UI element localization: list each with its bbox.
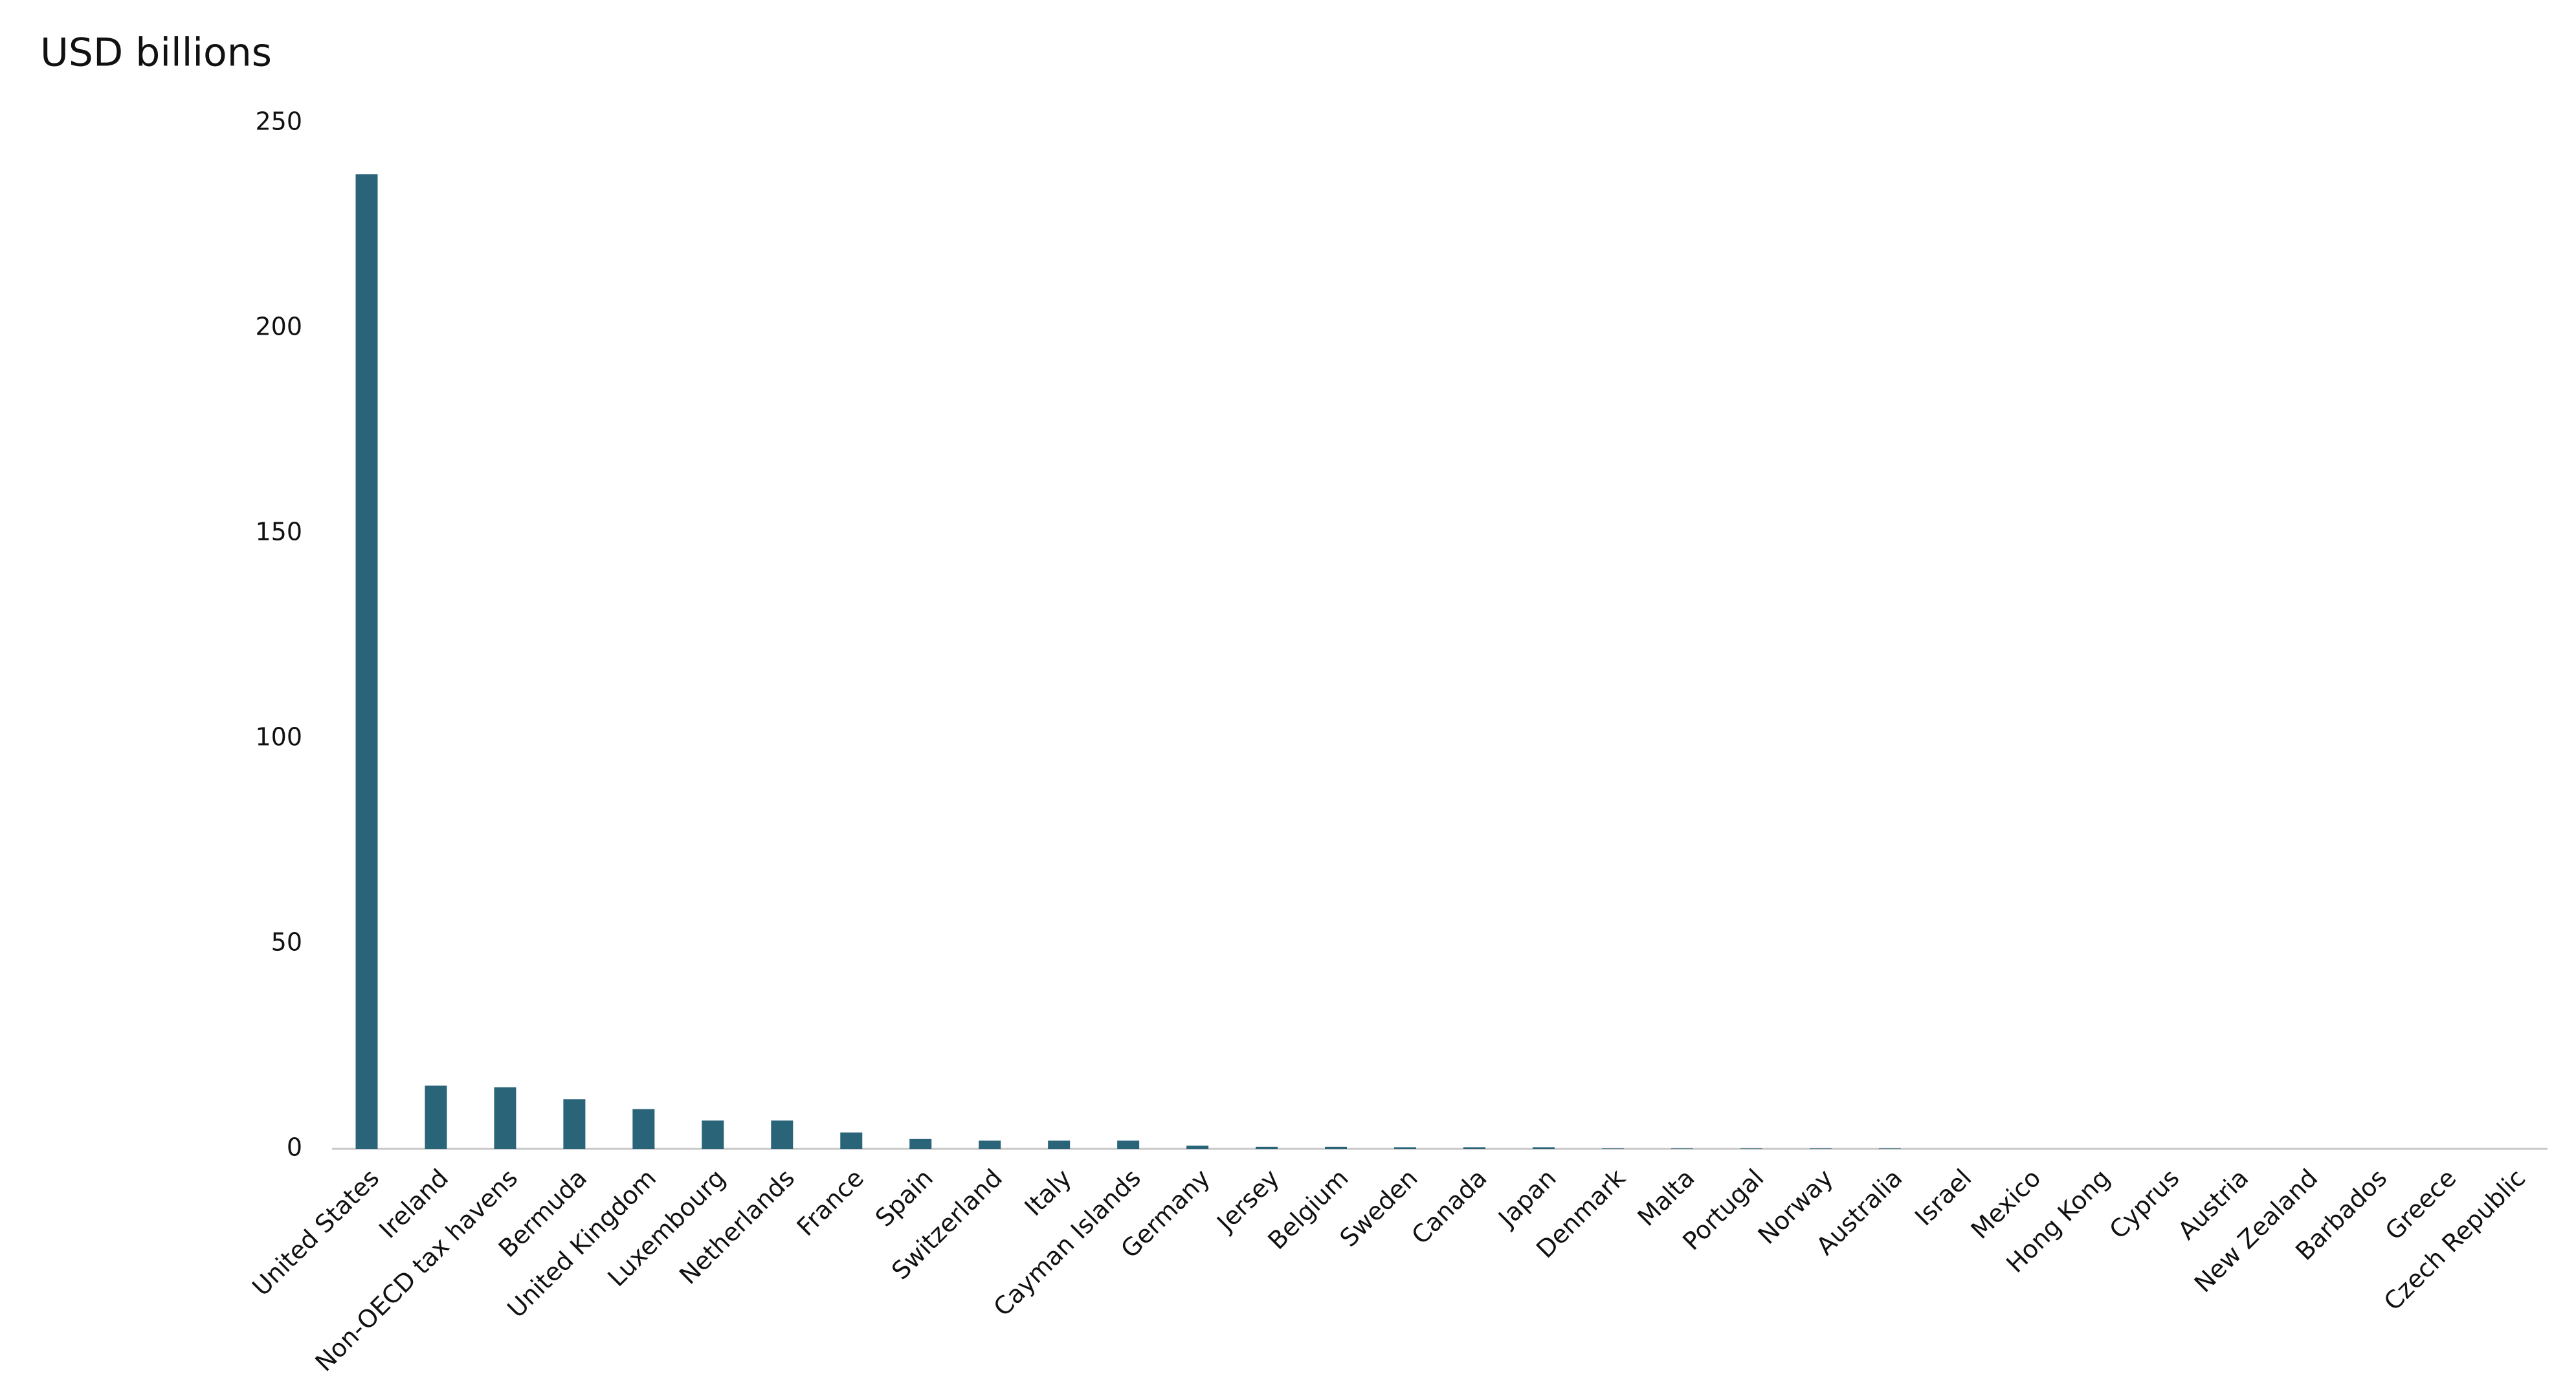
bar [563, 1099, 586, 1149]
bar [771, 1120, 794, 1149]
bar [1601, 1148, 1624, 1149]
bar [1186, 1145, 1209, 1149]
y-tick-label: 250 [255, 107, 302, 136]
bar [1394, 1147, 1417, 1149]
bar [1048, 1140, 1071, 1149]
bar [979, 1140, 1001, 1149]
x-tick-label: Italy [1019, 1164, 1077, 1221]
y-tick-label: 50 [271, 928, 302, 957]
y-tick-label: 200 [255, 313, 302, 341]
bar [1671, 1148, 1693, 1149]
bar [909, 1139, 932, 1149]
x-tick-label: Cyprus [2104, 1164, 2185, 1245]
bar [1325, 1146, 1348, 1149]
x-tick-label: Malta [1632, 1164, 1700, 1232]
bar [1809, 1148, 1832, 1149]
y-tick-label: 100 [255, 723, 302, 751]
x-tick-label: Sweden [1335, 1164, 1423, 1252]
x-tick-label: France [792, 1164, 869, 1241]
bar [425, 1085, 447, 1149]
bar [355, 174, 378, 1149]
x-tick-label: Spain [870, 1164, 938, 1232]
bar [1117, 1140, 1140, 1149]
bar [1256, 1146, 1278, 1149]
bar [1878, 1148, 1901, 1149]
x-tick-label: New Zealand [2189, 1164, 2324, 1298]
y-tick-label: 150 [255, 518, 302, 546]
x-tick-label: Canada [1406, 1164, 1492, 1250]
bar [702, 1120, 724, 1149]
bar [494, 1087, 516, 1149]
x-tick-label: Israel [1909, 1164, 1977, 1232]
bar [840, 1132, 863, 1149]
bar [1740, 1148, 1762, 1149]
bar [1532, 1147, 1555, 1149]
bar [1463, 1147, 1485, 1149]
x-tick-label: United States [247, 1164, 384, 1302]
y-tick-label: 0 [287, 1133, 302, 1162]
bar [632, 1109, 655, 1149]
chart-title: USD billions [40, 30, 272, 76]
